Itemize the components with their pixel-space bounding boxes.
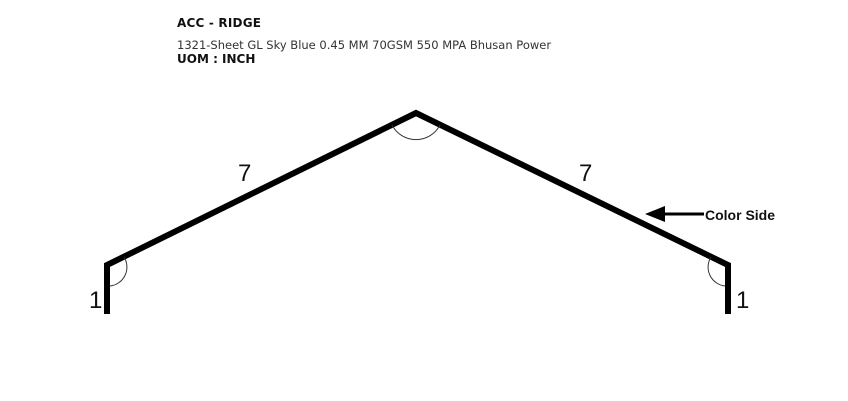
left-leg-dimension: 1	[89, 287, 102, 314]
product-title: ACC - RIDGE	[177, 16, 262, 30]
right-slope-dimension: 7	[579, 160, 592, 187]
ridge-profile-line	[104, 109, 731, 314]
unit-of-measure: UOM : INCH	[177, 52, 256, 66]
color-side-arrow-icon	[645, 206, 704, 222]
left-corner-angle-arc	[109, 256, 128, 287]
material-spec: 1321-Sheet GL Sky Blue 0.45 MM 70GSM 550…	[177, 38, 552, 52]
right-leg-dimension: 1	[736, 287, 749, 314]
right-corner-angle-arc	[707, 256, 726, 287]
drawing-header: ACC - RIDGE 1321-Sheet GL Sky Blue 0.45 …	[177, 15, 551, 66]
left-slope-dimension: 7	[238, 160, 251, 187]
color-side-label: Color Side	[705, 207, 775, 223]
apex-angle-arc	[391, 124, 441, 141]
